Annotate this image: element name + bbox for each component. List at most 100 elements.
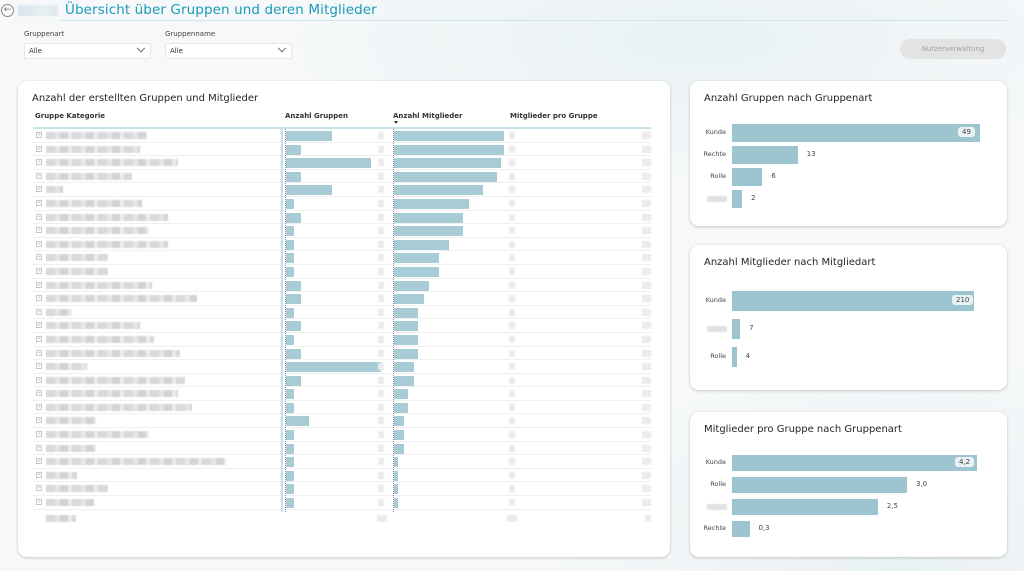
- expand-plus-icon[interactable]: +: [36, 172, 42, 179]
- back-arrow-circle-icon[interactable]: ←: [1, 4, 14, 17]
- category-label: Kunde: [705, 458, 726, 466]
- expand-plus-icon[interactable]: +: [36, 390, 42, 397]
- expand-plus-icon[interactable]: +: [36, 335, 42, 342]
- expand-plus-icon[interactable]: +: [36, 417, 42, 424]
- table-row[interactable]: +: [33, 469, 651, 483]
- chart-bar[interactable]: [732, 521, 750, 537]
- category-label: Kunde: [705, 296, 726, 304]
- expand-plus-icon[interactable]: +: [36, 376, 42, 383]
- chart-bar[interactable]: [732, 499, 878, 515]
- expand-plus-icon[interactable]: +: [36, 431, 42, 438]
- column-header-anzahl-mitglieder[interactable]: Anzahl Mitglieder: [393, 112, 463, 120]
- bar-anzahl-mitglieder: [394, 470, 398, 481]
- redacted-value: [509, 499, 515, 507]
- table-header-divider: [33, 127, 651, 129]
- redacted-value: [642, 485, 651, 493]
- expand-plus-icon[interactable]: +: [36, 499, 42, 506]
- table-row[interactable]: +: [33, 374, 651, 388]
- expand-plus-icon[interactable]: +: [36, 186, 42, 193]
- user-management-button[interactable]: Nutzerverwaltung: [900, 39, 1006, 59]
- expand-plus-icon[interactable]: +: [36, 132, 42, 138]
- table-row[interactable]: +: [33, 251, 651, 265]
- table-row[interactable]: +: [33, 156, 651, 170]
- redacted-value: [509, 458, 515, 466]
- redacted-value: [642, 308, 651, 316]
- chart-bar[interactable]: [732, 168, 763, 186]
- expand-plus-icon[interactable]: +: [36, 213, 42, 220]
- expand-plus-icon[interactable]: +: [36, 403, 42, 410]
- table-row[interactable]: +: [33, 387, 651, 401]
- data-label: 4,2: [955, 457, 975, 467]
- expand-plus-icon[interactable]: +: [36, 444, 42, 451]
- expand-plus-icon[interactable]: +: [36, 295, 42, 302]
- chart-bar[interactable]: [732, 291, 974, 311]
- table-row[interactable]: +: [33, 129, 651, 143]
- bar-anzahl-mitglieder: [394, 416, 404, 427]
- chart-bar[interactable]: [732, 477, 907, 493]
- table-row[interactable]: +: [33, 183, 651, 197]
- table-row[interactable]: +: [33, 455, 651, 469]
- expand-plus-icon[interactable]: +: [36, 199, 42, 206]
- table-row[interactable]: +: [33, 292, 651, 306]
- chevron-down-icon: [277, 43, 287, 53]
- table-row[interactable]: +: [33, 265, 651, 279]
- expand-plus-icon[interactable]: +: [36, 349, 42, 356]
- column-header-anzahl-gruppen[interactable]: Anzahl Gruppen: [285, 112, 348, 120]
- redacted-value: [509, 295, 515, 303]
- redacted-value: [509, 403, 515, 411]
- chart-bar[interactable]: [732, 347, 737, 367]
- gruppenart-dropdown[interactable]: Alle: [24, 43, 151, 59]
- table-row[interactable]: +: [33, 428, 651, 442]
- expand-plus-icon[interactable]: +: [36, 254, 42, 261]
- redacted-value: [378, 349, 384, 357]
- expand-plus-icon[interactable]: +: [36, 145, 42, 152]
- redacted-value: [642, 227, 651, 235]
- table-total-row: [33, 512, 651, 526]
- expand-plus-icon[interactable]: +: [36, 240, 42, 247]
- table-title: Anzahl der erstellten Gruppen und Mitgli…: [32, 93, 259, 104]
- expand-plus-icon[interactable]: +: [36, 159, 42, 166]
- table-row[interactable]: +: [33, 482, 651, 497]
- bar-anzahl-gruppen: [286, 131, 332, 141]
- expand-plus-icon[interactable]: +: [36, 227, 42, 234]
- table-row[interactable]: +: [33, 319, 651, 333]
- expand-plus-icon[interactable]: +: [36, 322, 42, 329]
- chart-bar[interactable]: [732, 146, 798, 164]
- table-row[interactable]: +: [33, 306, 651, 320]
- expand-plus-icon[interactable]: +: [36, 267, 42, 274]
- expand-plus-icon[interactable]: +: [36, 281, 42, 288]
- gruppenname-dropdown[interactable]: Alle: [165, 43, 292, 59]
- expand-plus-icon[interactable]: +: [36, 308, 42, 315]
- column-header-gruppe-kategorie[interactable]: Gruppe Kategorie: [35, 112, 106, 120]
- table-row[interactable]: +: [33, 211, 651, 225]
- table-row[interactable]: +: [33, 496, 651, 510]
- chart-bar[interactable]: [732, 455, 977, 471]
- table-row[interactable]: +: [33, 279, 651, 293]
- table-row[interactable]: +: [33, 414, 651, 429]
- expand-plus-icon[interactable]: +: [36, 458, 42, 465]
- expand-plus-icon[interactable]: +: [36, 363, 42, 370]
- table-row[interactable]: +: [33, 333, 651, 347]
- data-label: 0,3: [758, 524, 770, 532]
- table-row[interactable]: +: [33, 224, 651, 238]
- table-row[interactable]: +: [33, 360, 651, 374]
- expand-plus-icon[interactable]: +: [36, 485, 42, 492]
- table-row[interactable]: +: [33, 442, 651, 456]
- table-row[interactable]: +: [33, 347, 651, 361]
- redacted-value: [642, 471, 651, 479]
- expand-plus-icon[interactable]: +: [36, 471, 42, 478]
- table-row[interactable]: +: [33, 401, 651, 415]
- chart-bar[interactable]: [732, 124, 980, 142]
- table-row[interactable]: +: [33, 197, 651, 211]
- redacted-value: [642, 199, 651, 207]
- bar-anzahl-mitglieder: [394, 362, 414, 373]
- column-header-mitglieder-pro-gruppe[interactable]: Mitglieder pro Gruppe: [510, 112, 598, 120]
- chart-bar[interactable]: [732, 319, 741, 339]
- chart-bar[interactable]: [732, 190, 743, 208]
- data-label: 3,0: [916, 480, 928, 488]
- table-row[interactable]: +: [33, 143, 651, 157]
- table-row[interactable]: +: [33, 238, 651, 252]
- bar-anzahl-mitglieder: [394, 334, 418, 345]
- redacted-value: [378, 403, 384, 411]
- table-row[interactable]: +: [33, 170, 651, 184]
